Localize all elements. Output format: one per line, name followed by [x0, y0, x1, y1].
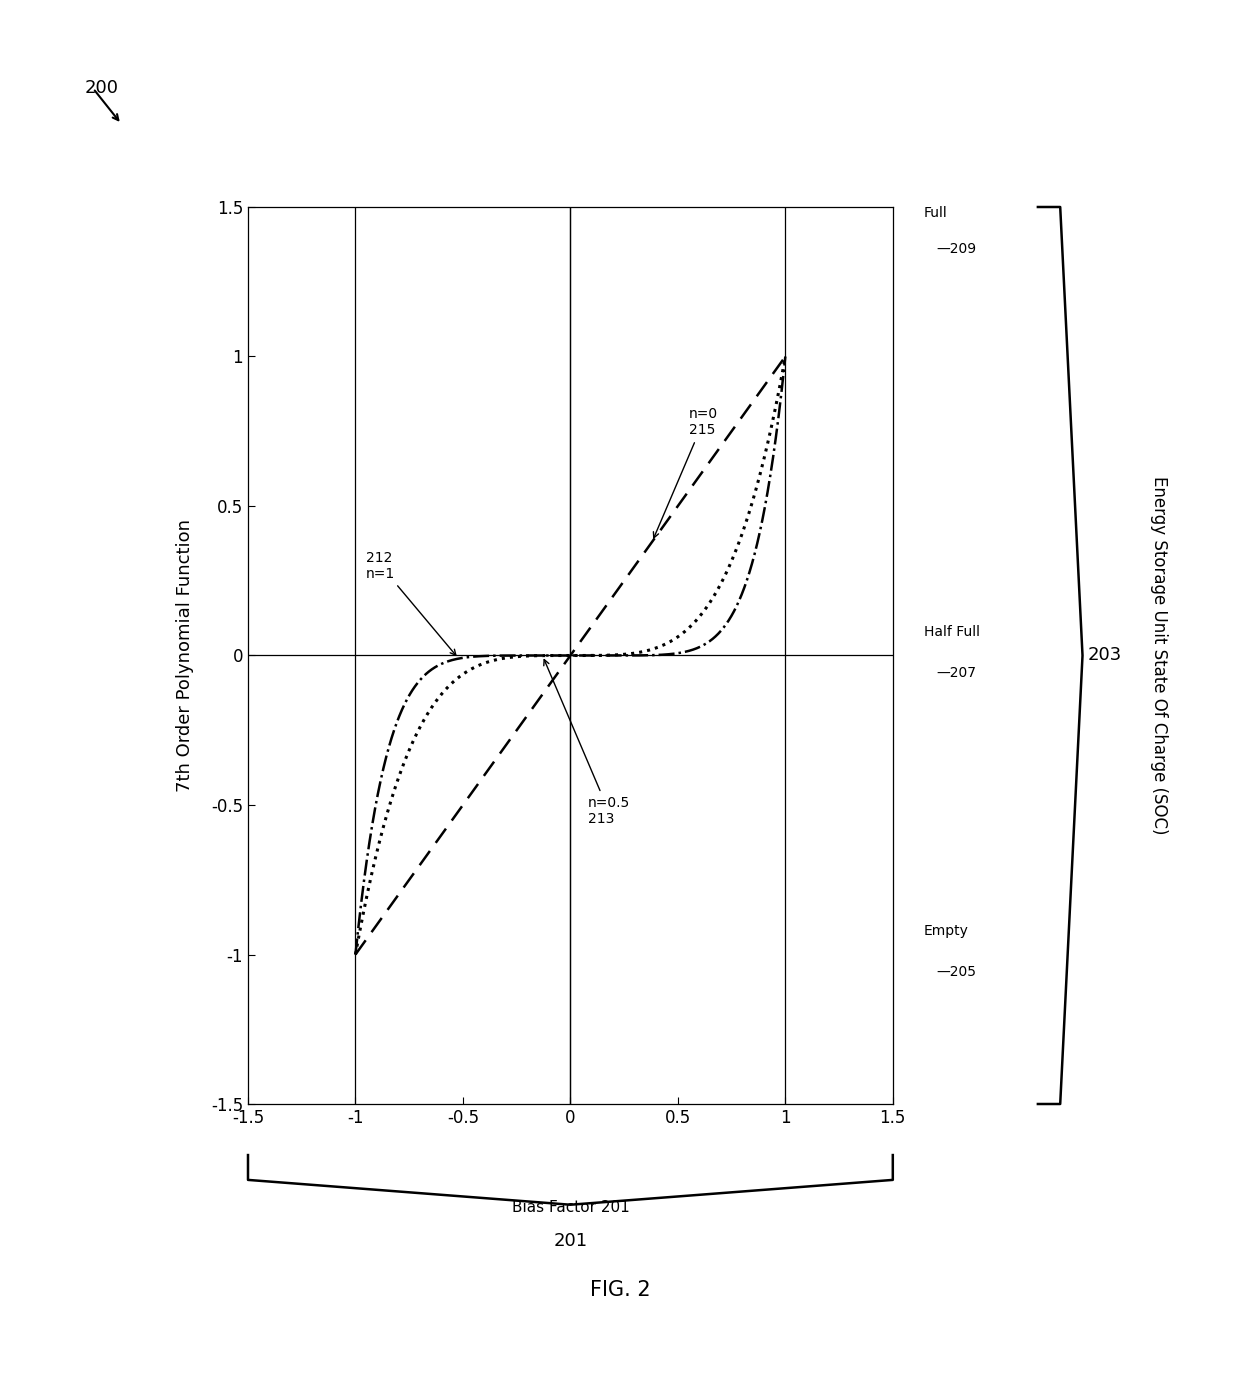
Y-axis label: 7th Order Polynomial Function: 7th Order Polynomial Function — [176, 519, 195, 792]
Text: —207: —207 — [936, 667, 976, 680]
Text: Energy Storage Unit State Of Charge (SOC): Energy Storage Unit State Of Charge (SOC… — [1151, 476, 1168, 835]
Text: —209: —209 — [936, 241, 976, 255]
Text: Empty: Empty — [924, 923, 968, 937]
Text: Bias Factor 201: Bias Factor 201 — [512, 1199, 629, 1214]
Text: Full: Full — [924, 206, 947, 219]
Text: FIG. 2: FIG. 2 — [590, 1281, 650, 1300]
Text: n=0.5
213: n=0.5 213 — [544, 660, 630, 827]
Text: —205: —205 — [936, 966, 976, 980]
Text: 200: 200 — [84, 79, 119, 98]
Text: 203: 203 — [1087, 646, 1122, 665]
Text: 212
n=1: 212 n=1 — [366, 551, 456, 656]
Text: n=0
215: n=0 215 — [653, 407, 718, 538]
Text: 201: 201 — [553, 1232, 588, 1250]
Text: Half Full: Half Full — [924, 625, 980, 639]
